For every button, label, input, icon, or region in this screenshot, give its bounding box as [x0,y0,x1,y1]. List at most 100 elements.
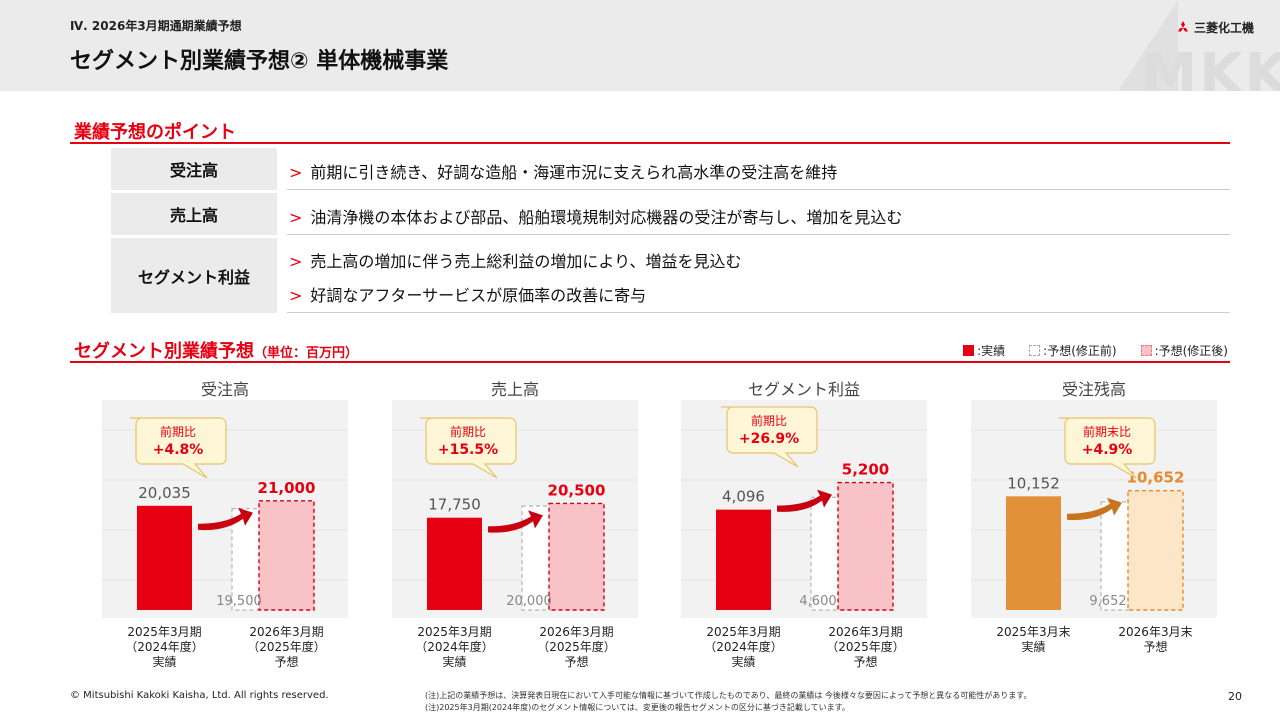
category-label: 2025年3月末 [996,625,1070,639]
legend-item-after: :予想(修正後) [1140,342,1228,359]
growth-arrow [1067,497,1122,520]
category-label: 2026年3月末 [1118,625,1192,639]
page-number: 20 [1228,690,1242,703]
category-label: （2025年度） [247,639,326,654]
forecast-unit: （単位：百万円） [254,346,359,361]
legend-swatch-after [1140,345,1152,356]
category-label: 実績 [731,654,755,669]
bar-forecast-after [1127,489,1184,611]
company-logo: 三菱化工機 [1176,19,1254,36]
category-label: （2025年度） [537,639,616,654]
point-row-sales: 売上高 > 油清浄機の本体および部品、船舶環境規制対応機器の受注が寄与し、増加を見… [111,193,1230,235]
bar-actual [1006,496,1061,610]
category-label: 予想 [274,654,298,669]
header-watermark: MKK [1141,42,1280,91]
logo-text: 三菱化工機 [1193,21,1254,35]
legend-item-actual: :実績 [963,342,1005,359]
chart-panel-2: 売上高17,75020,00020,500前期比+15.5%2025年3月期（2… [392,380,638,669]
category-label: 予想 [1143,639,1167,654]
category-label: 予想 [853,654,877,669]
growth-arrow [777,489,832,512]
category-label: 実績 [442,654,466,669]
forecast-rule [70,361,1230,363]
page-title: セグメント別業績予想② 単体機械事業 [70,49,449,74]
bar-forecast-after [548,502,605,611]
callout-label: 前期比 [751,413,787,428]
section-label: Ⅳ. 2026年3月期通期業績予想 [70,19,242,33]
callout-bubble [1059,417,1156,479]
category-label: 実績 [152,654,176,669]
value-label-actual: 17,750 [428,496,481,514]
chart-title: 受注残高 [1062,380,1126,399]
footnote: (注)2025年3月期(2024年度)のセグメント情報については、変更後の報告セ… [425,703,850,712]
category-label: （2024年度） [704,639,783,654]
three-diamonds-icon [1177,20,1188,31]
point-label: 受注高 [111,148,277,190]
row-divider [287,234,1230,235]
callout-label: 前期末比 [1083,424,1131,439]
legend-swatch-actual [963,345,975,356]
chart-panel-1: 受注高20,03519,50021,000前期比+4.8%2025年3月期（20… [102,380,348,669]
point-label: セグメント利益 [111,238,277,313]
bar-forecast-after [258,500,315,611]
copyright: © Mitsubishi Kakoki Kaisha, Ltd. All rig… [70,690,329,701]
chart-panel-4: 受注残高 10,152 9,652 10,652 前期末比 +4.9% 2025年3月末実績… [971,380,1217,654]
points-rule [70,142,1230,144]
growth-arrow [488,510,543,533]
category-label: 2025年3月期 [127,625,201,639]
bar-actual [716,509,771,610]
callout-value: +15.5% [438,442,498,458]
callout-value: +4.9% [1082,442,1133,458]
header-band: MKK Ⅳ. 2026年3月期通期業績予想 セグメント別業績予想② 単体機械事業… [0,0,1280,91]
category-label: （2025年度） [826,639,905,654]
points-title: 業績予想のポイント [74,122,236,143]
point-label: 売上高 [111,193,277,235]
callout-bubble [130,417,227,479]
point-text: > 油清浄機の本体および部品、船舶環境規制対応機器の受注が寄与し、増加を見込む [289,208,903,227]
bar-forecast-before [1100,501,1132,611]
legend-item-before: :予想(修正前) [1029,342,1117,359]
category-label: 2025年3月期 [417,625,491,639]
footnote: (注)上記の業績予想は、決算発表日現在において入手可能な情報に基づいて作成したも… [425,691,1032,700]
category-label: 実績 [1021,639,1045,654]
bar-forecast-after [837,481,894,611]
bar-actual [137,505,192,610]
callout-label: 前期比 [160,424,196,439]
point-row-profit: セグメント利益 > 売上高の増加に伴う売上総利益の増加により、増益を見込む > 好調… [111,238,1230,313]
value-label-before: 19,500 [216,594,262,609]
header-wedge [1118,0,1178,91]
chart-title: セグメント利益 [748,380,860,399]
value-label-before: 20,000 [506,594,552,609]
category-label: 2026年3月期 [249,625,323,639]
point-row-orders: 受注高 > 前期に引き続き、好調な造船・海運市況に支えられ高水準の受注高を維持 [111,148,1230,190]
legend-swatch-before [1029,345,1041,356]
value-label-actual: 10,152 [1007,474,1060,492]
chart-title: 受注高 [201,380,249,399]
value-label-actual: 4,096 [722,488,765,506]
value-label-after: 21,000 [258,479,316,497]
value-label-before: 4,600 [799,594,836,609]
chart-title: 売上高 [491,380,539,399]
growth-arrow [198,507,253,531]
point-text: > 前期に引き続き、好調な造船・海運市況に支えられ高水準の受注高を維持 [289,163,838,182]
forecast-charts: 受注高20,03519,50021,000前期比+4.8%2025年3月期（20… [102,380,1217,669]
category-label: （2024年度） [125,639,204,654]
value-label-after: 5,200 [842,461,889,479]
value-label-after: 10,652 [1127,469,1185,487]
point-text: > 売上高の増加に伴う売上総利益の増加により、増益を見込む [289,252,742,271]
footnotes: (注)上記の業績予想は、決算発表日現在において入手可能な情報に基づいて作成したも… [425,690,1031,714]
callout-bubble [721,406,818,468]
bar-actual [427,517,482,610]
callout-value: +26.9% [739,431,799,447]
row-divider [287,189,1230,190]
category-label: 予想 [564,654,588,669]
callout-value: +4.8% [153,442,204,458]
callout-bubble [420,417,517,479]
callout-label: 前期比 [450,424,486,439]
value-label-actual: 20,035 [138,484,191,502]
point-text: > 好調なアフターサービスが原価率の改善に寄与 [289,286,647,305]
forecast-title: セグメント別業績予想（単位：百万円） [74,341,359,362]
chart-panel-3: セグメント利益4,0964,6005,200前期比+26.9%2025年3月期（… [681,380,927,669]
category-label: （2024年度） [415,639,494,654]
category-label: 2025年3月期 [706,625,780,639]
